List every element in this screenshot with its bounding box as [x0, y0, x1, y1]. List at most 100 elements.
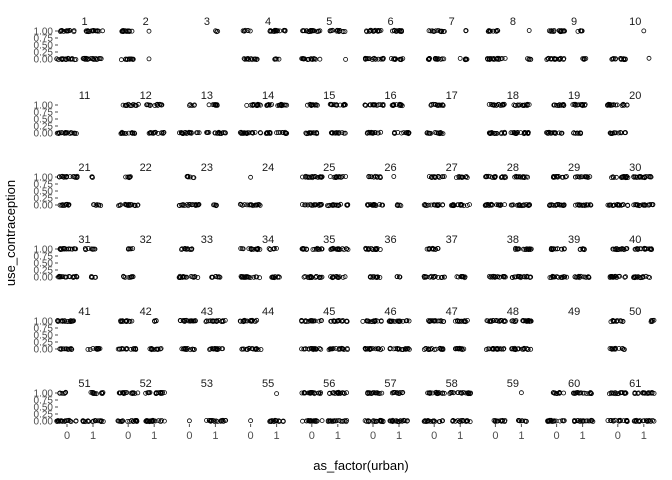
data-point: [182, 346, 188, 351]
panel-30: 30: [605, 162, 656, 209]
data-point: [440, 174, 446, 180]
data-point: [396, 27, 402, 33]
data-point: [436, 390, 442, 395]
data-point: [121, 29, 126, 35]
data-point: [519, 203, 525, 209]
strip-label: 15: [323, 90, 335, 102]
data-point: [458, 318, 464, 324]
data-point: [330, 246, 336, 252]
data-point: [276, 274, 282, 280]
strip-label: 2: [143, 16, 149, 28]
data-point: [631, 174, 636, 180]
data-point: [302, 202, 308, 208]
data-point: [254, 56, 260, 62]
x-tick-label: 1: [518, 430, 524, 442]
data-point: [387, 346, 393, 351]
strip-label: 40: [629, 234, 641, 246]
data-point: [151, 347, 157, 353]
data-point: [66, 56, 72, 62]
y-tick-label: 0.00: [34, 201, 54, 212]
data-point: [463, 390, 469, 396]
data-point: [458, 417, 464, 423]
data-point: [219, 346, 225, 352]
panel-10: 10: [609, 16, 652, 63]
data-point: [514, 202, 520, 208]
data-point: [93, 346, 99, 352]
data-point: [249, 317, 255, 323]
data-point: [252, 129, 258, 135]
data-point: [605, 202, 611, 208]
data-point: [254, 202, 259, 208]
data-point: [58, 346, 64, 352]
data-point: [66, 417, 72, 423]
data-point: [400, 318, 406, 324]
data-point: [133, 345, 139, 351]
data-point: [247, 28, 253, 34]
data-point: [433, 174, 439, 180]
data-point: [95, 28, 100, 34]
data-point: [315, 247, 321, 252]
data-point: [63, 57, 69, 62]
data-point: [585, 274, 591, 280]
data-point: [309, 202, 315, 208]
strip-label: 11: [79, 90, 90, 102]
data-point: [500, 101, 506, 107]
strip-label: 29: [568, 162, 580, 174]
x-tick-label: 0: [370, 430, 376, 442]
data-point: [613, 391, 619, 397]
data-point: [242, 202, 248, 208]
data-point: [483, 174, 488, 180]
data-point: [207, 347, 213, 352]
data-point: [330, 202, 336, 207]
data-point: [578, 28, 583, 34]
data-point: [92, 246, 97, 252]
data-point: [371, 389, 377, 395]
data-point: [72, 130, 78, 136]
panel-33: 33: [176, 234, 223, 281]
data-point: [212, 345, 218, 351]
x-tick-label: 0: [186, 430, 192, 442]
data-point: [59, 390, 65, 396]
data-point: [648, 173, 653, 179]
data-point: [425, 418, 431, 424]
data-point: [571, 130, 576, 136]
data-point: [316, 390, 322, 396]
data-point: [623, 274, 628, 280]
data-point: [264, 130, 270, 136]
panel-9: 9: [544, 16, 589, 62]
data-point: [651, 418, 657, 424]
data-point: [126, 174, 132, 180]
data-point: [456, 319, 462, 325]
data-point: [80, 418, 86, 424]
data-point: [613, 130, 618, 136]
data-point: [621, 57, 627, 63]
data-point: [605, 418, 611, 423]
strip-label: 44: [262, 306, 274, 318]
data-point: [648, 418, 654, 424]
panel-26: 26: [364, 162, 404, 209]
panel-19: 19: [544, 90, 588, 137]
data-point: [214, 29, 220, 35]
data-point: [333, 102, 339, 108]
data-point: [184, 274, 190, 280]
data-point: [495, 318, 501, 324]
strip-label: 37: [446, 234, 458, 246]
data-point: [390, 419, 396, 425]
data-point: [187, 130, 193, 136]
data-point: [580, 56, 586, 61]
data-point: [582, 390, 587, 396]
data-point: [241, 28, 247, 34]
data-point: [439, 56, 445, 62]
data-point: [607, 346, 613, 351]
data-point: [64, 274, 69, 280]
data-point: [303, 174, 308, 180]
data-point: [337, 102, 343, 108]
data-point: [309, 102, 315, 108]
data-point: [429, 102, 434, 107]
strip-label: 35: [323, 234, 335, 246]
data-point: [421, 273, 427, 279]
data-point: [63, 174, 69, 180]
data-point: [277, 130, 283, 135]
panel-12: 12: [118, 90, 167, 137]
data-point: [310, 28, 316, 34]
